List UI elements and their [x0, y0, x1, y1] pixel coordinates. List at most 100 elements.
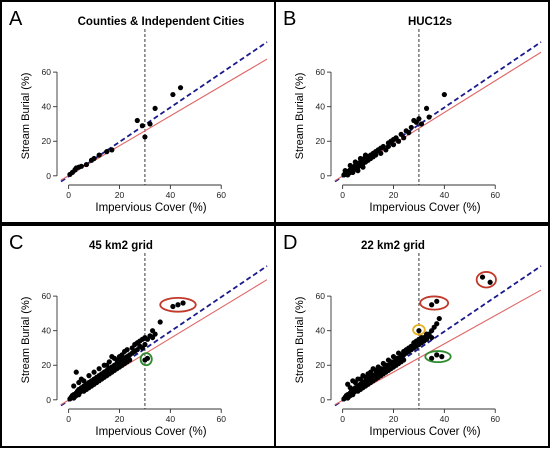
- panel-b-data-point: [441, 91, 447, 98]
- panel-a-title: Counties & Independent Cities: [78, 16, 245, 28]
- panel-b-data-point: [355, 168, 361, 174]
- panel-d-data-point: [408, 343, 414, 349]
- panel-d-highlight-ellipse: [419, 295, 450, 311]
- panel-a-data-point: [152, 105, 158, 112]
- panel-b-data-point: [423, 105, 430, 112]
- panel-d-y-tick-label: 0: [320, 395, 325, 405]
- panel-c-y-tick-label: 40: [42, 326, 52, 336]
- panel-a-data-point: [78, 163, 84, 169]
- panel-d-data-point: [347, 385, 353, 391]
- panel-b-data-point: [342, 168, 348, 174]
- panel-a-data-point: [91, 155, 97, 162]
- panel-c-x-axis-label: Impervious Cover (%): [95, 426, 206, 438]
- panel-c-title: 45 km2 grid: [89, 240, 153, 252]
- panel-a-data-point: [170, 91, 176, 98]
- panel-c: C 45 km2 grid 0 20 40 60 0 20 40 60 Impervious …: [0, 224, 276, 448]
- panel-b-x-tick-label: 40: [440, 190, 450, 200]
- panel-b-y-tick-label: 40: [316, 102, 326, 112]
- panel-c-data-point: [137, 338, 143, 344]
- panel-c-data-point: [106, 359, 112, 365]
- panel-d-data-point: [383, 362, 389, 368]
- panel-d-data-point: [373, 367, 379, 374]
- panel-c-highlight-ellipse: [159, 296, 197, 313]
- panel-d-data-point: [378, 366, 384, 372]
- panel-d-y-tick-label: 60: [316, 291, 326, 301]
- panel-c-y-axis-label: Stream Burial (%): [20, 297, 32, 384]
- panel-a-x-tick-label: 20: [115, 190, 125, 200]
- panel-a-data-point: [177, 85, 184, 91]
- panel-d-title: 22 km2 grid: [361, 240, 425, 252]
- panel-c-y-tick-label: 60: [42, 291, 52, 301]
- panel-d-x-tick-label: 0: [340, 414, 345, 424]
- panel-b-data-point: [416, 116, 422, 122]
- panel-b-data-point: [406, 130, 412, 136]
- panel-c-x-tick-label: 20: [115, 414, 125, 424]
- panel-c-data-point: [91, 369, 97, 375]
- panel-b-data-point: [418, 121, 425, 127]
- panel-b-data-point: [350, 169, 356, 175]
- panel-c-data-point: [149, 328, 156, 334]
- panel-d-highlight-ellipse: [412, 324, 426, 336]
- panel-c-data-point: [114, 357, 120, 363]
- panel-d-y-axis-label: Stream Burial (%): [294, 297, 306, 384]
- panel-c-data-point: [101, 362, 107, 368]
- panel-c-plot: 0 20 40 60 0 20 40 60: [42, 253, 268, 424]
- panel-c-data-point: [73, 369, 79, 375]
- panel-d-data-point: [357, 376, 364, 382]
- panel-a-plot: 0 20 40 60 0 20 40 60: [42, 29, 268, 200]
- panel-c-data-point: [132, 341, 138, 348]
- panel-c-data-point: [142, 341, 148, 348]
- panel-d-letter: D: [283, 232, 297, 254]
- panel-b-x-tick-label: 60: [490, 190, 500, 200]
- panel-d-border: [274, 224, 550, 448]
- panel-c-x-tick-label: 60: [216, 414, 226, 424]
- panel-d-data-point: [431, 324, 437, 330]
- panel-c-border: [0, 224, 276, 448]
- panel-a-data-point: [109, 147, 115, 153]
- panel-c-data-point: [144, 355, 151, 361]
- panel-d-highlight-ellipse: [475, 271, 497, 289]
- panel-b-plot: 0 20 40 60 0 20 40 60: [316, 29, 542, 200]
- panel-b-y-tick-label: 20: [316, 136, 326, 146]
- panel-c-data-point: [170, 303, 176, 310]
- panel-c-data-point: [157, 319, 163, 325]
- panel-b-letter: B: [283, 8, 296, 30]
- panel-a-data-point: [139, 123, 145, 129]
- panel-c-highlight-ellipse: [139, 352, 153, 367]
- panel-a-x-tick-label: 60: [216, 190, 226, 200]
- panel-d-data-point: [401, 357, 407, 363]
- panel-d-data-point: [423, 331, 430, 337]
- panel-d-x-tick-label: 20: [389, 414, 399, 424]
- panel-a-data-point: [142, 134, 148, 140]
- panel-b-y-tick-label: 0: [320, 171, 325, 181]
- panel-d-data-point: [352, 379, 358, 386]
- panel-d-data-point: [388, 359, 394, 365]
- panel-c-data-point: [81, 378, 87, 384]
- panel-d-data-point: [393, 355, 399, 361]
- panel-a-y-tick-label: 60: [42, 67, 52, 77]
- panel-a-y-tick-label: 0: [46, 171, 51, 181]
- panel-a-x-tick-label: 0: [66, 190, 71, 200]
- panel-b-data-point: [395, 138, 402, 144]
- panel-d-data-point: [398, 352, 404, 358]
- panel-d-data-point: [368, 369, 374, 375]
- panel-b-y-tick-label: 60: [316, 67, 326, 77]
- panel-c-data-point: [96, 366, 102, 372]
- panel-d-y-tick-label: 40: [316, 326, 326, 336]
- panel-a-data-point: [147, 121, 153, 127]
- panel-d-data-point: [362, 374, 369, 380]
- panel-c-data-point: [180, 300, 186, 306]
- panel-b-data-point: [378, 150, 384, 156]
- panel-c-data-point: [119, 352, 125, 358]
- panel-b-data-point: [362, 152, 369, 158]
- panel-c-y-tick-label: 0: [46, 395, 51, 405]
- panel-a-data-point: [134, 117, 140, 124]
- panel-d-plot: 0 20 40 60 0 20 40 60: [316, 253, 542, 424]
- panel-a: A Counties & Independent Cities 0 20 40 600…: [0, 0, 276, 224]
- panel-d-data-point: [434, 352, 440, 358]
- panel-d-data-point: [479, 274, 486, 280]
- panel-c-letter: C: [9, 232, 23, 254]
- panel-c-data-point: [127, 357, 133, 363]
- panel-d: D 22 km2 grid 0 20 40 60 0 20 40 60 Impervious …: [274, 224, 550, 448]
- panel-a-y-tick-label: 20: [42, 136, 52, 146]
